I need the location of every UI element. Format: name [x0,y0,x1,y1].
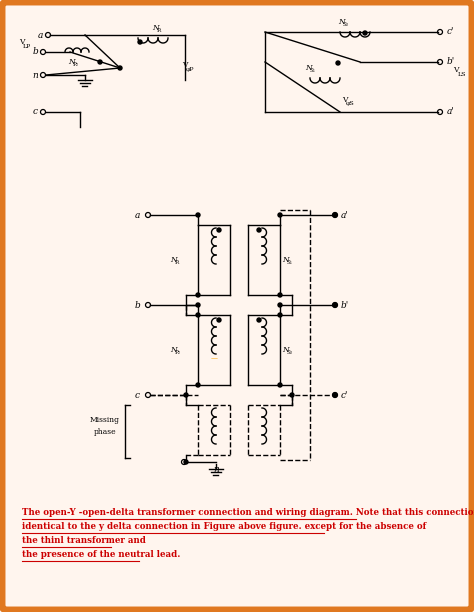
Text: N: N [282,256,289,264]
Circle shape [336,61,340,65]
Circle shape [278,303,282,307]
Text: identical to the y delta connection in Figure above figure. except for the absen: identical to the y delta connection in F… [22,522,426,531]
Text: c: c [135,390,140,400]
Text: —: — [210,355,218,361]
Circle shape [278,383,282,387]
Circle shape [278,213,282,217]
Text: N: N [170,346,177,354]
Text: LS: LS [458,72,466,76]
Circle shape [184,460,188,464]
Circle shape [196,383,200,387]
Circle shape [257,228,261,232]
Circle shape [196,293,200,297]
Text: N: N [68,58,74,66]
Text: S₁: S₁ [287,259,293,264]
Circle shape [217,228,221,232]
Text: b: b [134,300,140,310]
Text: N: N [338,18,345,26]
Circle shape [257,318,261,322]
Circle shape [196,213,200,217]
Text: N: N [305,64,311,72]
Text: S₁: S₁ [310,67,316,72]
Text: S₂: S₂ [287,349,293,354]
Text: N: N [152,24,159,32]
Text: P₁: P₁ [175,259,181,264]
Circle shape [138,40,142,44]
Text: a': a' [447,108,455,116]
Text: N: N [282,346,289,354]
Circle shape [333,303,337,307]
Circle shape [184,393,188,397]
Circle shape [333,213,337,217]
Text: n: n [213,466,219,474]
Text: c': c' [447,28,455,37]
Text: S₂: S₂ [343,21,349,26]
Text: φS: φS [346,102,355,106]
Text: V: V [342,96,348,104]
Text: b: b [32,48,38,56]
Circle shape [118,66,122,70]
Circle shape [196,303,200,307]
Text: a': a' [341,211,349,220]
Text: N: N [170,256,177,264]
Text: c: c [33,108,37,116]
Circle shape [333,393,337,397]
Text: V: V [453,66,458,74]
Circle shape [278,293,282,297]
Text: P₁: P₁ [157,28,163,32]
Text: φP: φP [186,67,194,72]
Text: The open-Y -open-delta transformer connection and wiring diagram. Note that this: The open-Y -open-delta transformer conne… [22,508,474,517]
Text: c': c' [341,390,348,400]
Circle shape [290,393,294,397]
Text: a: a [135,211,140,220]
Text: the presence of the neutral lead.: the presence of the neutral lead. [22,550,181,559]
Text: V: V [19,38,25,46]
Circle shape [217,318,221,322]
Text: LP: LP [23,43,31,48]
Text: a: a [37,31,43,40]
Text: P₂: P₂ [73,61,79,67]
Text: P₂: P₂ [175,349,181,354]
Circle shape [363,31,367,35]
Text: n: n [32,70,38,80]
Circle shape [196,313,200,317]
Text: b': b' [447,58,455,67]
Circle shape [278,313,282,317]
Text: V: V [182,61,188,69]
Circle shape [98,60,102,64]
Text: b': b' [341,300,349,310]
Text: Missing: Missing [90,416,120,424]
Text: phase: phase [94,428,116,436]
Text: the thinl transformer and: the thinl transformer and [22,536,146,545]
